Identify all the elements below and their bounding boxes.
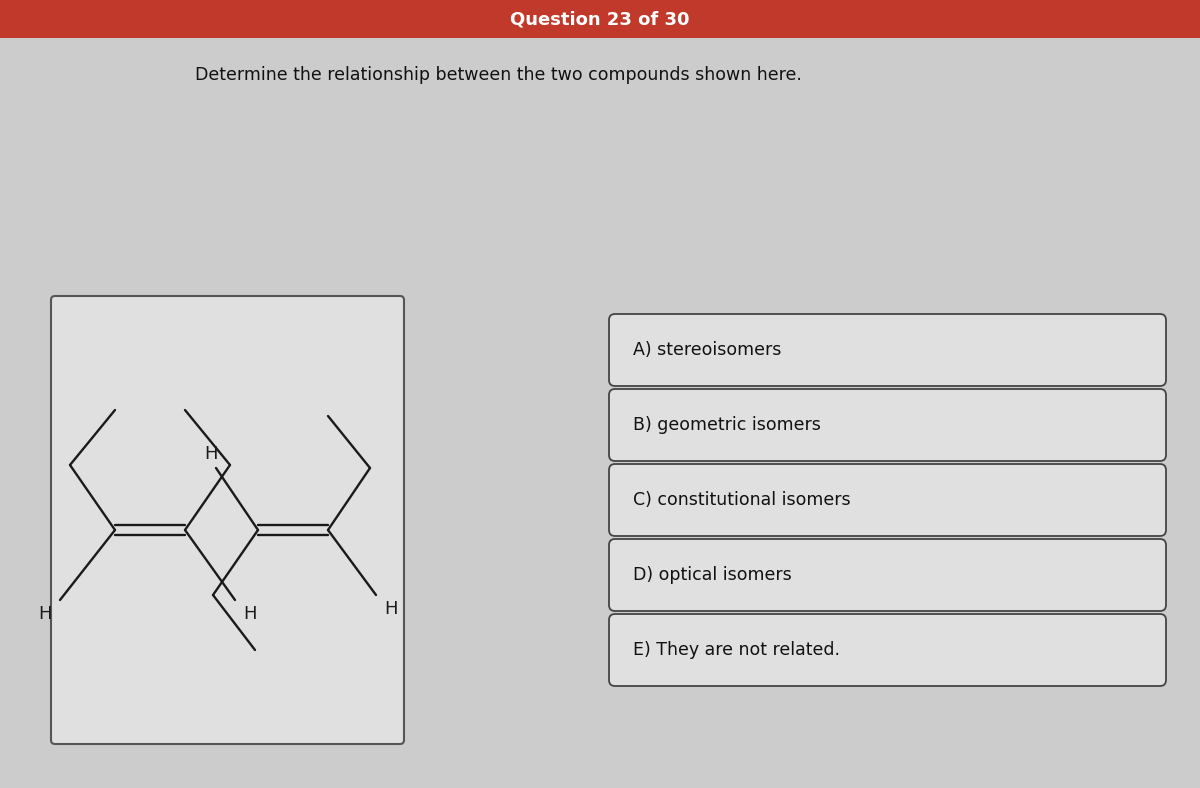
Text: H: H — [384, 600, 397, 618]
Text: A) stereoisomers: A) stereoisomers — [634, 341, 781, 359]
Text: E) They are not related.: E) They are not related. — [634, 641, 840, 659]
Text: H: H — [38, 605, 52, 623]
Text: B) geometric isomers: B) geometric isomers — [634, 416, 821, 434]
FancyBboxPatch shape — [50, 296, 404, 744]
FancyBboxPatch shape — [610, 614, 1166, 686]
FancyBboxPatch shape — [610, 314, 1166, 386]
FancyBboxPatch shape — [610, 464, 1166, 536]
FancyBboxPatch shape — [0, 0, 1200, 38]
Text: D) optical isomers: D) optical isomers — [634, 566, 792, 584]
Text: Question 23 of 30: Question 23 of 30 — [510, 10, 690, 28]
FancyBboxPatch shape — [610, 389, 1166, 461]
Text: C) constitutional isomers: C) constitutional isomers — [634, 491, 851, 509]
Text: H: H — [242, 605, 257, 623]
Text: H: H — [204, 445, 217, 463]
FancyBboxPatch shape — [610, 539, 1166, 611]
Text: Determine the relationship between the two compounds shown here.: Determine the relationship between the t… — [194, 66, 802, 84]
